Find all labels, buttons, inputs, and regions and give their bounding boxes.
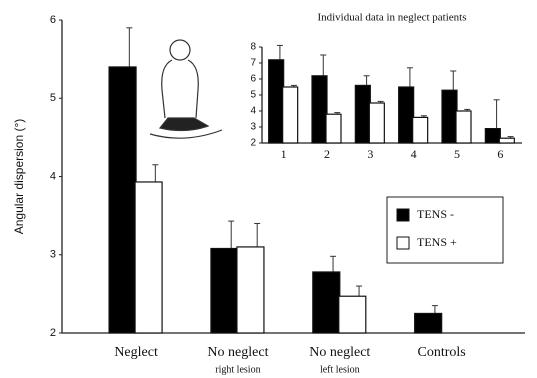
bar [211,248,238,333]
x-tick-label: 3 [367,147,373,161]
y-tick-label: 5 [50,92,56,104]
bar [326,114,341,143]
y-tick-label: 3 [250,122,256,133]
y-tick-label: 5 [250,90,256,101]
x-tick-label: 2 [324,147,330,161]
bar [442,90,457,143]
bar [339,296,366,333]
y-tick-label: 4 [250,106,256,117]
bar [413,117,428,143]
x-tick-label: 5 [454,147,460,161]
y-tick-label: 6 [50,14,56,26]
bar [399,87,414,143]
y-axis-label: Angular dispersion (°) [12,119,26,235]
x-tick-label: Neglect [114,345,158,360]
chart-title: Individual data in neglect patients [317,12,466,24]
illustration [150,40,222,138]
bar [135,182,162,333]
bar [269,60,284,143]
bar [312,76,327,143]
bar [109,67,136,333]
legend-swatch [397,237,409,249]
bar [355,85,370,143]
x-tick-label: 6 [497,147,503,161]
x-tick-label: 1 [281,147,287,161]
x-tick-sublabel: right lesion [215,364,260,375]
bar [456,111,471,143]
x-tick-label: No neglect [207,345,268,360]
legend-label: TENS - [417,207,454,221]
x-tick-label: Controls [418,345,466,360]
bar [485,129,500,143]
bar [313,272,340,333]
x-tick-label: No neglect [309,345,370,360]
bar [369,103,384,143]
y-tick-label: 6 [250,74,256,85]
y-tick-label: 4 [50,170,56,182]
figure: 2 3 4 5 6 Neglect No neglect right lesion No neg… [0,0,537,378]
y-tick-label: 2 [250,138,256,149]
bar [283,87,298,143]
y-tick-label: 2 [50,327,56,339]
bar [415,313,442,333]
bar [499,138,514,143]
legend-label: TENS + [417,235,457,249]
y-tick-label: 7 [250,58,256,69]
bar [237,247,264,333]
y-tick-label: 3 [50,249,56,261]
legend-swatch [397,209,409,221]
x-tick-sublabel: left lesion [320,364,360,375]
x-tick-label: 4 [411,147,417,161]
y-tick-label: 8 [250,42,256,53]
